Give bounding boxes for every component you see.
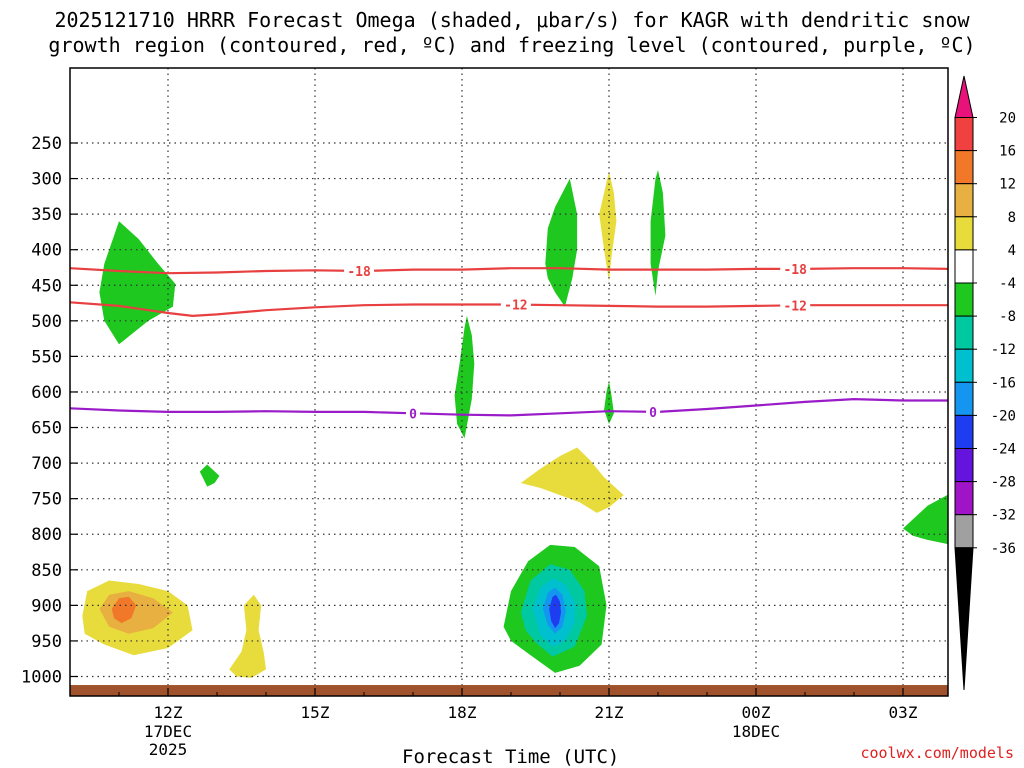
chart-title: 2025121710 HRRR Forecast Omega (shaded, … xyxy=(0,8,1024,58)
x-axis-label: Forecast Time (UTC) xyxy=(402,746,620,768)
colorbar-segment xyxy=(954,282,974,317)
omega-shading-layer xyxy=(82,170,948,678)
contour-label-0: 0 xyxy=(649,406,657,421)
y-tick-label: 450 xyxy=(31,276,62,296)
omega-region-yellow-1 xyxy=(599,171,617,282)
colorbar-segment xyxy=(954,117,974,152)
contour-layer: -18 -18 -12 -12 0 0 xyxy=(70,261,948,422)
omega-region-green-2 xyxy=(454,315,475,439)
colorbar-segment xyxy=(954,315,974,350)
y-tick-label: 850 xyxy=(31,561,62,581)
omega-region-green-5 xyxy=(604,381,614,424)
y-tick-label: 350 xyxy=(31,205,62,225)
colorbar-bottom-arrow xyxy=(954,547,974,691)
plot-frame xyxy=(69,67,949,697)
y-tick-label: 600 xyxy=(31,383,62,403)
colorbar-label: -32 xyxy=(991,508,1016,524)
x-tick-label: 18Z xyxy=(448,703,477,722)
colorbar-label: -4 xyxy=(999,276,1016,292)
contour-line--18 xyxy=(70,267,948,275)
contour-label-0: 0 xyxy=(409,407,417,422)
colorbar: 20 16 12 8 4 -4 -8 -12 -16 -20 -24 -28 -32 -36 xyxy=(954,75,1016,691)
omega-region-yellow-2 xyxy=(520,447,624,513)
colorbar-segment xyxy=(954,183,974,218)
colorbar-segment xyxy=(954,414,974,449)
omega-region-green-6 xyxy=(199,464,220,487)
contour-label-bg xyxy=(406,406,420,421)
colorbar-label: 16 xyxy=(999,144,1016,160)
y-tick-label: 800 xyxy=(31,525,62,545)
colorbar-label: -8 xyxy=(999,309,1016,325)
x-tick-label: 21Z xyxy=(595,703,624,722)
colorbar-label: -20 xyxy=(991,408,1016,424)
x-tick-label: 12Z xyxy=(154,703,183,722)
y-tick-label: 750 xyxy=(31,490,62,510)
y-tick-label: 550 xyxy=(31,347,62,367)
colorbar-segment xyxy=(954,249,974,284)
x-tick-label: 15Z xyxy=(301,703,330,722)
y-tick-label: 250 xyxy=(31,134,62,154)
colorbar-label: -16 xyxy=(991,375,1016,391)
omega-region-blue-1 xyxy=(549,594,561,629)
x-tick-year: 2025 xyxy=(149,740,188,759)
colorbar-segment xyxy=(954,216,974,251)
grid-layer xyxy=(70,68,948,696)
x-tick-label: 03Z xyxy=(889,703,918,722)
contour-label--12: -12 xyxy=(783,299,806,314)
omega-region-green-7 xyxy=(903,495,948,545)
colorbar-segment xyxy=(954,448,974,483)
colorbar-segment xyxy=(954,381,974,416)
colorbar-label: -36 xyxy=(991,541,1016,557)
y-tick-label: 400 xyxy=(31,241,62,261)
colorbar-segment xyxy=(954,514,974,549)
x-tick-date: 17DEC xyxy=(144,722,192,741)
y-axis: 250 300 350 400 450 500 550 600 650 700 750 800 850 9… xyxy=(21,134,78,688)
y-tick-label: 900 xyxy=(31,596,62,616)
colorbar-label: 12 xyxy=(999,177,1016,193)
colorbar-top-arrow xyxy=(954,75,974,118)
omega-region-yellow-4 xyxy=(229,594,266,678)
y-tick-label: 1000 xyxy=(21,668,62,688)
contour-label-bg xyxy=(344,263,375,278)
x-tick-label: 00Z xyxy=(742,703,771,722)
y-tick-label: 300 xyxy=(31,170,62,190)
omega-region-green-1 xyxy=(99,221,176,345)
x-tick-date: 18DEC xyxy=(732,722,780,741)
title-line-2: growth region (contoured, red, ºC) and f… xyxy=(48,33,976,57)
contour-label--18: -18 xyxy=(783,263,807,278)
colorbar-label: -24 xyxy=(991,442,1016,458)
contour-label-bg xyxy=(646,404,661,419)
y-tick-label: 500 xyxy=(31,312,62,332)
y-tick-label: 950 xyxy=(31,632,62,652)
contour-label-bg xyxy=(780,298,811,313)
colorbar-label: -28 xyxy=(991,475,1016,491)
contour-label--18: -18 xyxy=(347,265,371,280)
colorbar-label: 8 xyxy=(1008,210,1016,226)
contour-label-bg xyxy=(500,297,531,312)
terrain-layer xyxy=(70,685,948,696)
colorbar-label: -12 xyxy=(991,342,1016,358)
site-credit: coolwx.com/models xyxy=(860,744,1014,762)
contour-label--12: -12 xyxy=(504,299,527,314)
colorbar-segment xyxy=(954,150,974,185)
colorbar-label: 20 xyxy=(999,111,1016,127)
contour-line-0 xyxy=(70,397,948,417)
title-line-1: 2025121710 HRRR Forecast Omega (shaded, … xyxy=(54,8,970,32)
omega-region-green-3 xyxy=(545,178,578,307)
omega-region-green-4 xyxy=(650,170,666,296)
y-tick-label: 650 xyxy=(31,419,62,439)
omega-region-orange-1 xyxy=(111,596,137,624)
colorbar-label: 4 xyxy=(1008,243,1016,259)
contour-label-bg xyxy=(780,261,811,276)
terrain-band xyxy=(70,685,948,696)
colorbar-segment xyxy=(954,481,974,516)
y-tick-label: 700 xyxy=(31,454,62,474)
colorbar-segment xyxy=(954,348,974,383)
